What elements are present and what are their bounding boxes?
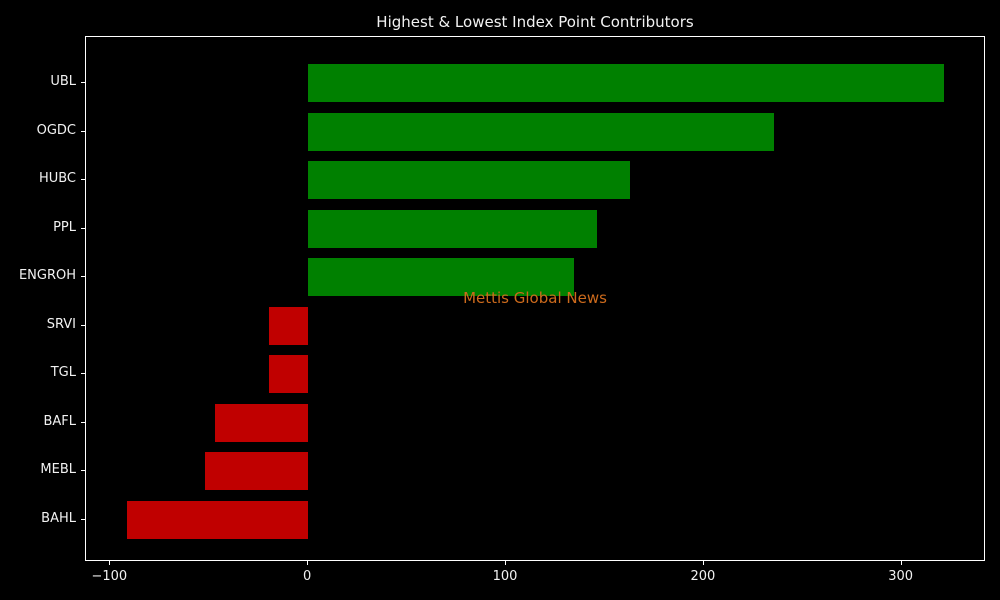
- x-tick-mark: [109, 561, 111, 565]
- y-tick-mark: [81, 227, 85, 229]
- bar-ppl: [308, 209, 598, 248]
- y-tick-mark: [81, 82, 85, 83]
- y-tick-label-ppl: PPL: [53, 219, 76, 235]
- y-tick-label-bahl: BAHL: [41, 511, 76, 526]
- x-tick-label-300: 300: [888, 569, 914, 584]
- y-tick-mark: [81, 373, 85, 375]
- bar-engroh: [308, 258, 574, 297]
- y-tick-mark: [81, 519, 85, 520]
- x-tick-label-0: 0: [303, 569, 312, 584]
- y-tick-label-srvi: SRVI: [46, 316, 76, 332]
- bar-hubc: [308, 161, 630, 200]
- y-tick-label-ubl: UBL: [50, 74, 76, 89]
- y-tick-mark: [81, 179, 85, 181]
- bar-ubl: [308, 64, 945, 102]
- bar-ogdc: [308, 112, 774, 151]
- x-tick-mark: [307, 561, 309, 565]
- y-tick-label-hubc: HUBC: [38, 171, 76, 187]
- x-tick-mark: [702, 561, 704, 565]
- y-tick-label-ogdc: OGDC: [36, 122, 76, 138]
- bar-bafl: [215, 403, 309, 442]
- y-tick-label-engroh: ENGROH: [18, 268, 76, 284]
- watermark-text: Mettis Global News: [463, 289, 607, 307]
- y-tick-mark: [81, 470, 85, 472]
- y-tick-label-tgl: TGL: [50, 365, 76, 381]
- y-tick-mark: [81, 324, 85, 326]
- plot-area: [85, 36, 985, 561]
- y-tick-label-bafl: BAFL: [43, 413, 76, 429]
- x-tick-label-100: 100: [492, 569, 518, 584]
- x-tick-mark: [505, 561, 506, 565]
- bar-bahl: [127, 501, 309, 539]
- y-tick-mark: [81, 421, 85, 423]
- x-tick-label--100: −100: [91, 569, 128, 584]
- y-tick-mark: [81, 130, 85, 132]
- bar-mebl: [205, 452, 309, 491]
- y-tick-label-mebl: MEBL: [40, 462, 76, 478]
- bar-tgl: [269, 355, 309, 394]
- x-tick-mark: [900, 561, 902, 565]
- x-tick-label-200: 200: [690, 569, 716, 584]
- bar-srvi: [269, 306, 309, 345]
- chart-title: Highest & Lowest Index Point Contributor…: [376, 13, 694, 31]
- y-tick-mark: [81, 276, 85, 278]
